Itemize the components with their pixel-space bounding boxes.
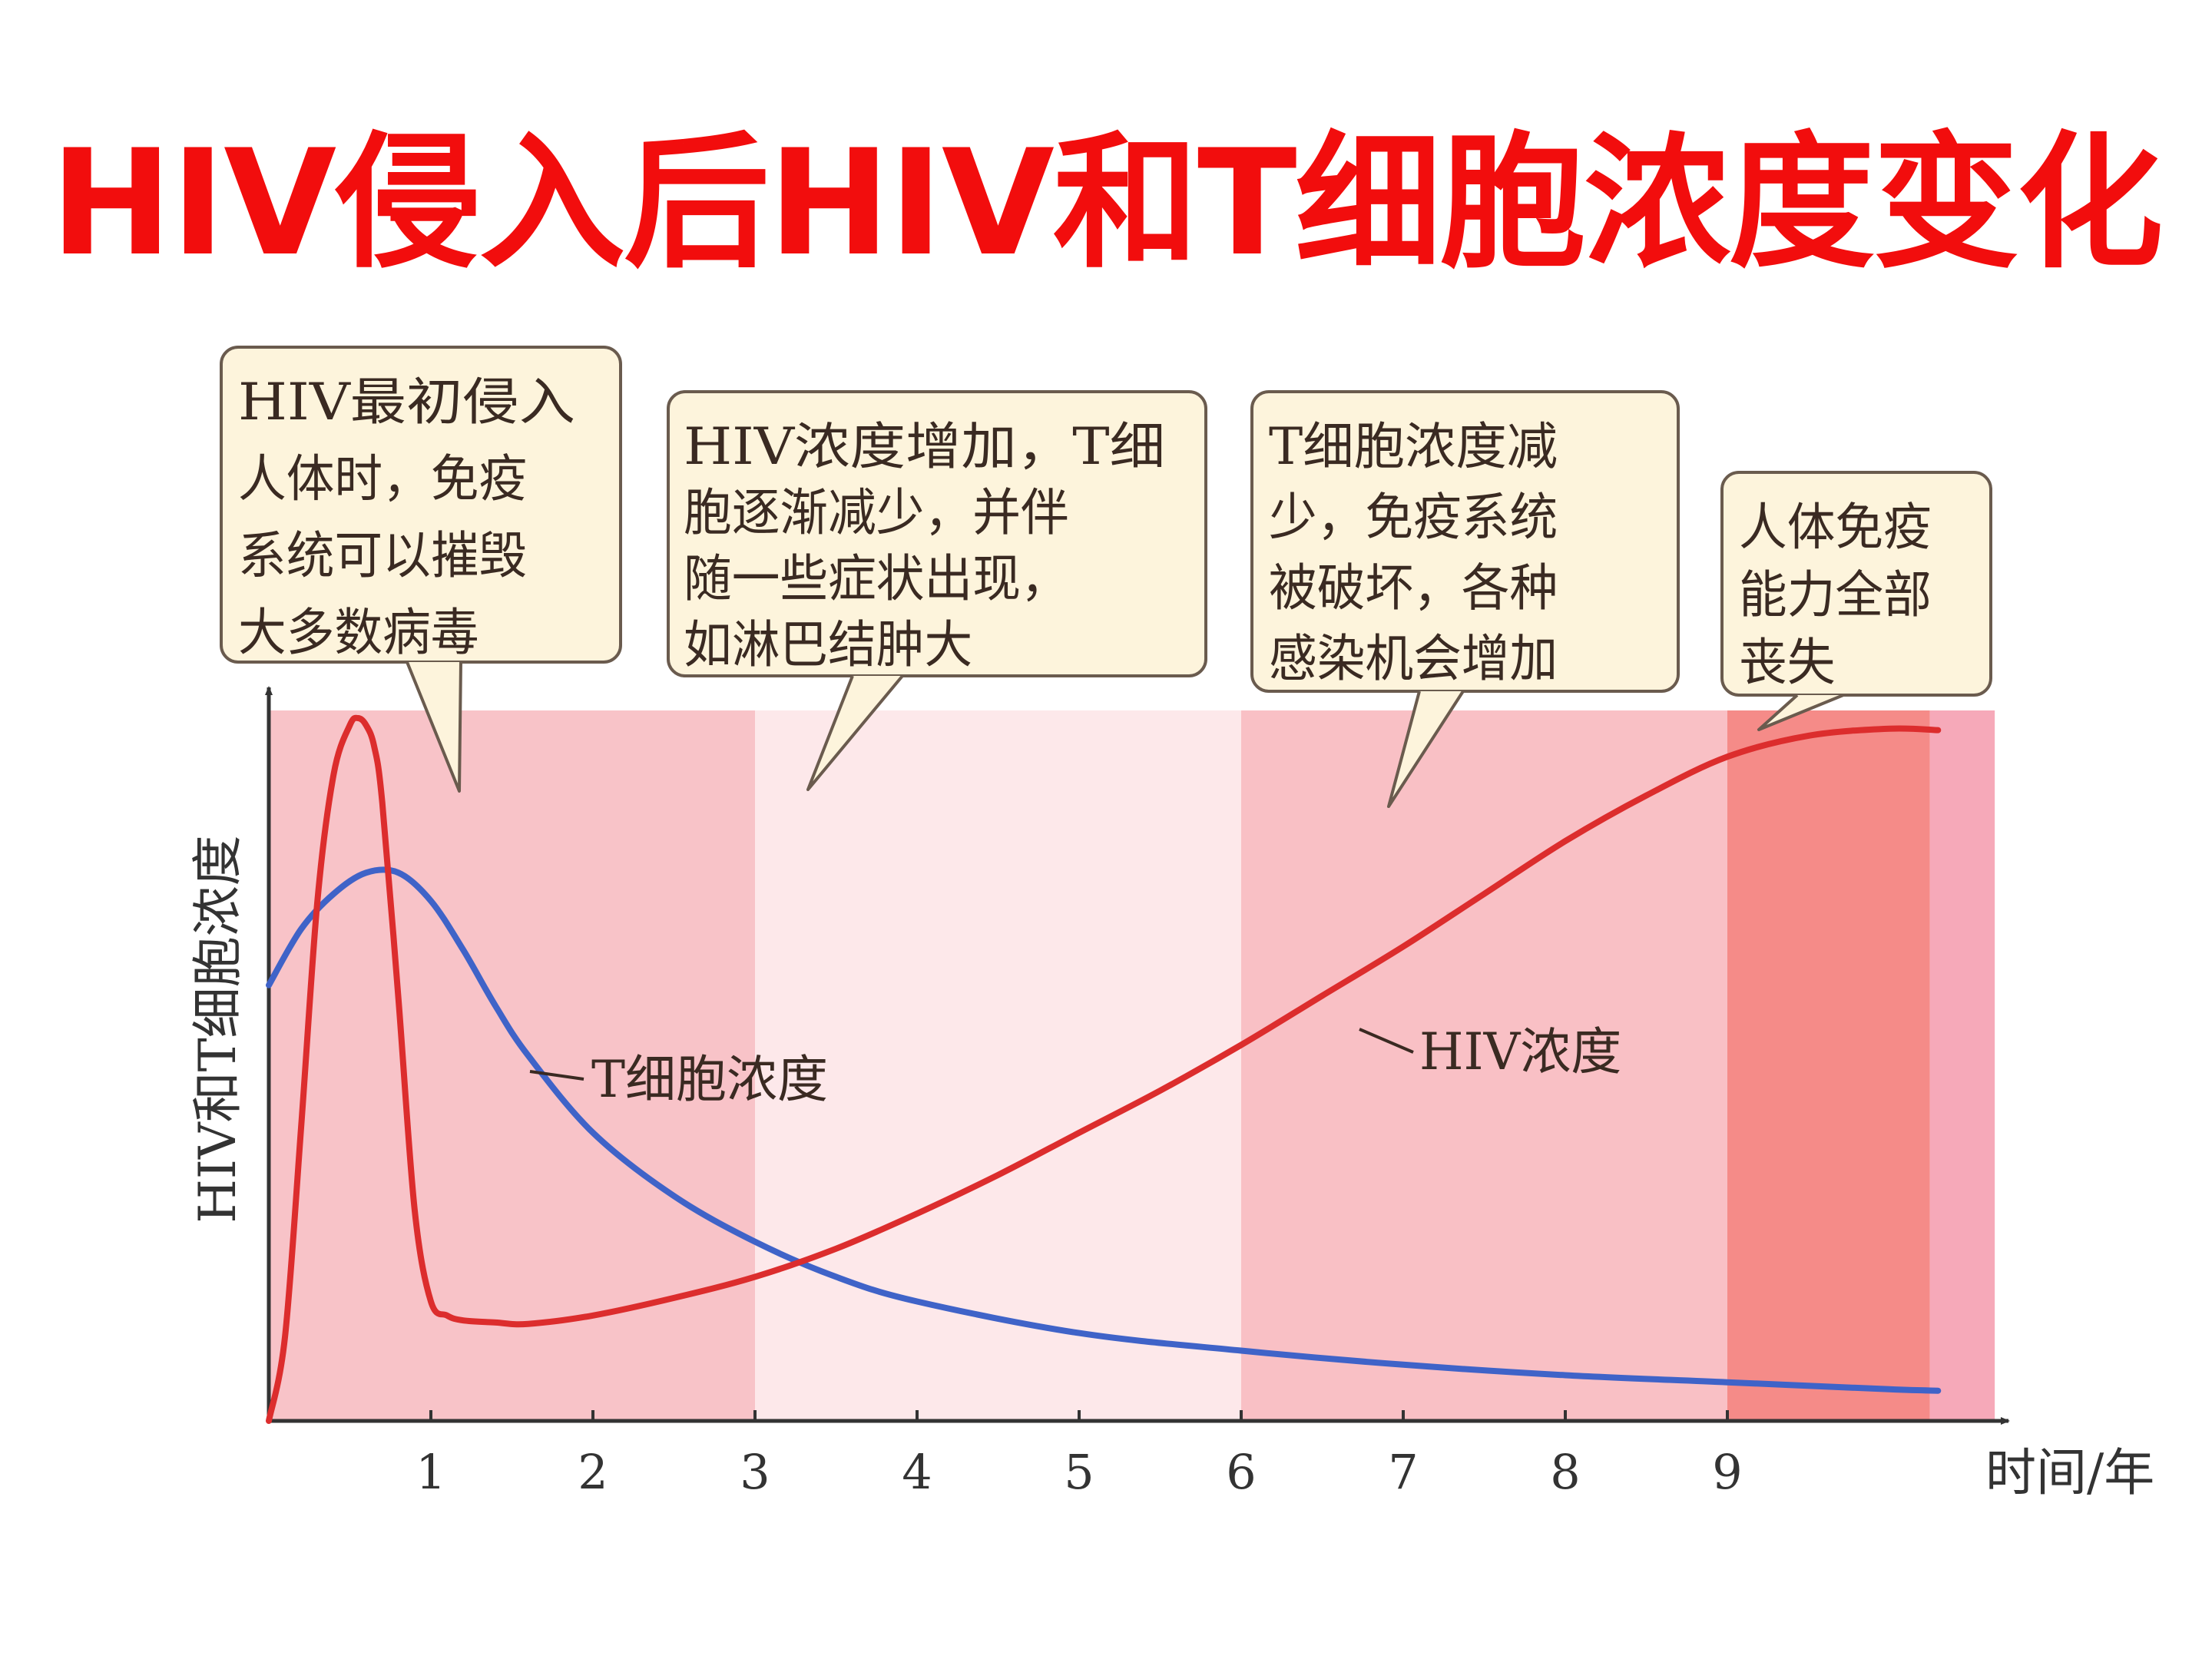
callout-immune-damage-box xyxy=(1250,390,1680,693)
line-label-leader-tcell xyxy=(529,1070,584,1081)
callout-initial-line: 人体时，免疫 xyxy=(238,449,527,508)
callout-initial-line: HIV最初侵入 xyxy=(238,373,575,432)
callout-initial-line: 系统可以摧毁 xyxy=(238,526,527,585)
x-tick-label: 1 xyxy=(416,1444,445,1500)
x-tick-label: 5 xyxy=(1064,1444,1094,1500)
band-phase-immune-loss xyxy=(1727,710,1930,1421)
callout-immune-damage-line: 少，免疫系统 xyxy=(1269,488,1558,547)
callout-symptoms-line: HIV浓度增加，T细 xyxy=(684,417,1165,476)
callout-immune-loss-line: 人体免疫 xyxy=(1739,498,1932,557)
callout-immune-loss-line: 丧失 xyxy=(1739,633,1835,692)
callout-symptoms-line: 胞逐渐减少，并伴 xyxy=(684,483,1069,542)
line-label-hiv: HIV浓度 xyxy=(1419,1022,1621,1081)
x-tick-label: 8 xyxy=(1550,1444,1580,1500)
x-tick-label: 6 xyxy=(1226,1444,1256,1500)
band-phase-symptoms xyxy=(755,710,1241,1421)
callout-immune-loss-tail xyxy=(1757,694,1844,731)
callout-initial-tail xyxy=(406,661,462,793)
band-phase-tail xyxy=(1929,710,1995,1421)
callout-symptoms-line: 如淋巴结肿大 xyxy=(684,615,972,674)
callout-symptoms-box xyxy=(667,390,1207,677)
x-tick-label: 9 xyxy=(1712,1444,1742,1500)
band-phase-initial xyxy=(269,710,755,1421)
x-tick-label: 2 xyxy=(578,1444,608,1500)
callout-immune-loss-box xyxy=(1720,471,1992,697)
line-label-tcell: T细胞浓度 xyxy=(591,1050,828,1109)
x-tick-label: 4 xyxy=(902,1444,932,1500)
x-axis-label: 时间/年 xyxy=(1985,1443,2154,1502)
x-tick-label: 7 xyxy=(1388,1444,1418,1500)
callout-immune-damage-tail xyxy=(1387,690,1465,808)
page-title: HIV侵入后HIV和T细胞浓度变化 xyxy=(50,118,2163,288)
callout-immune-loss-line: 能力全部 xyxy=(1739,565,1932,624)
series-line-tcell xyxy=(266,866,1942,1394)
band-phase-immune-damage xyxy=(1241,710,1727,1421)
callout-symptoms-line: 随一些症状出现， xyxy=(684,549,1069,608)
callout-immune-damage-line: 被破坏，各种 xyxy=(1269,558,1558,618)
callout-immune-damage-line: T细胞浓度减 xyxy=(1269,417,1558,476)
series-line-hiv xyxy=(266,714,1942,1424)
y-axis-label: HIV和T细胞浓度 xyxy=(188,835,247,1223)
line-label-leader-hiv xyxy=(1359,1028,1414,1054)
callout-immune-damage-line: 感染机会增加 xyxy=(1269,629,1558,688)
x-tick-label: 3 xyxy=(740,1444,770,1500)
callout-symptoms-tail xyxy=(806,674,904,791)
callout-initial-line: 大多数病毒 xyxy=(238,603,479,662)
